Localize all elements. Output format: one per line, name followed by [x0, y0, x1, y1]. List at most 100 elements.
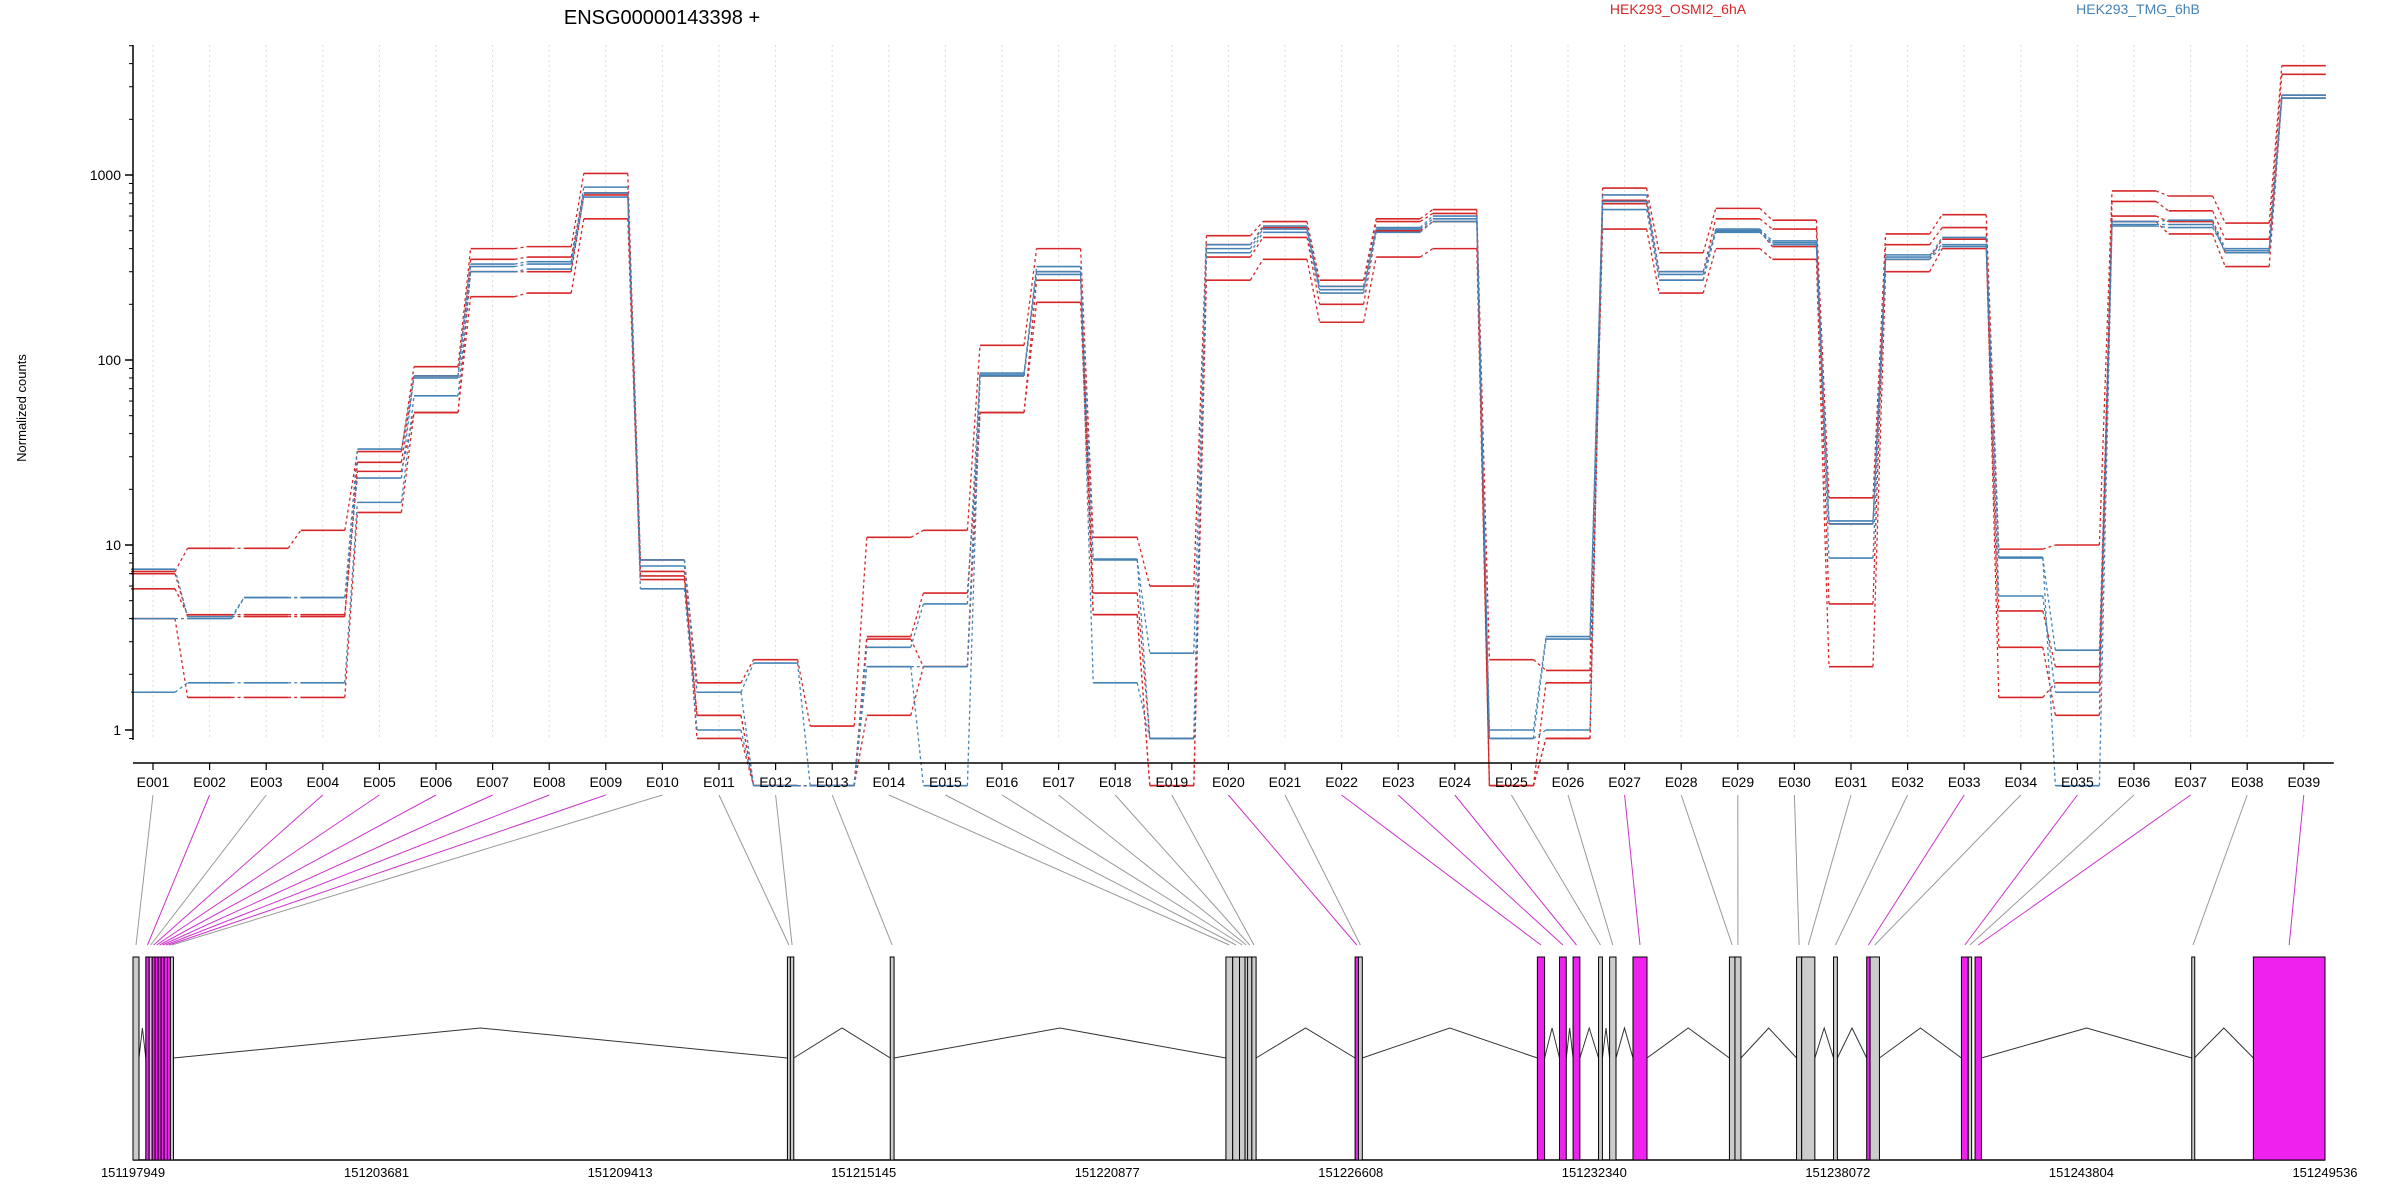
connector-E017 [1058, 794, 1247, 946]
series-0-link-E030 [1815, 220, 1830, 498]
series-4-link-E012 [796, 663, 811, 786]
series-5-link-E025 [1533, 729, 1547, 740]
series-4-link-E018 [1136, 559, 1151, 654]
series-1-link-E018 [1136, 592, 1151, 739]
connector-E019 [1171, 794, 1255, 946]
series-3-link-E033 [1985, 239, 2000, 698]
series-2-link-E010 [683, 579, 698, 716]
series-6-link-E009 [627, 192, 642, 567]
series-2-link-E020 [1249, 259, 1264, 281]
series-5-link-E037 [2212, 227, 2226, 251]
series-5-link-E036 [2155, 225, 2169, 229]
series-4-link-E006 [457, 264, 472, 378]
series-3-link-E026 [1589, 203, 1604, 739]
series-6-link-E028 [1702, 230, 1717, 275]
connector-E025 [1510, 794, 1601, 946]
series-5-link-E038 [2268, 98, 2283, 251]
intron-E013-E014 [893, 1027, 1227, 1059]
series-3-link-E014 [910, 638, 924, 667]
series-2-link-E005 [400, 412, 415, 513]
series-4-link-E027 [1645, 194, 1660, 272]
series-4-link-E004 [344, 449, 359, 598]
x-tick-label-E001: E001 [137, 774, 170, 790]
series-0-link-E005 [400, 366, 415, 452]
series-3-link-E032 [1929, 238, 1943, 260]
coordinate-tick-label-3: 151215145 [831, 1165, 896, 1180]
series-5-link-E028 [1702, 232, 1717, 281]
exon-box-E031 [1801, 956, 1816, 1161]
series-2-link-E008 [570, 218, 585, 294]
series-5-link-E022 [1362, 232, 1377, 294]
exon-box-E016 [1239, 956, 1246, 1161]
series-2-link-E016 [1023, 302, 1038, 413]
coordinate-tick-label-9: 151249536 [2292, 1165, 2357, 1180]
intron-E027-E028 [1646, 1027, 1730, 1059]
series-6-link-E030 [1815, 242, 1830, 524]
coordinate-tick-label-2: 151209413 [588, 1165, 653, 1180]
series-6-link-E008 [570, 192, 585, 265]
series-5-link-E015 [966, 375, 981, 786]
legend-entry-tmg: HEK293_TMG_6hB [2076, 1, 2200, 17]
connector-E034 [1874, 794, 2022, 946]
connector-E037 [1977, 794, 2191, 946]
intron-E038-E039 [2193, 1027, 2254, 1059]
series-0-link-E038 [2268, 65, 2283, 224]
series-0-link-E004 [344, 451, 359, 531]
series-3-link-E010 [683, 575, 698, 716]
series-0-link-E012 [796, 659, 811, 727]
connector-E011 [718, 794, 790, 946]
series-0-link-E037 [2212, 195, 2226, 224]
series-6-link-E015 [966, 374, 981, 667]
series-0-link-E015 [966, 345, 981, 531]
series-4-link-E005 [400, 377, 415, 450]
exon-box-E023 [1558, 956, 1567, 1161]
x-tick-label-E026: E026 [1552, 774, 1585, 790]
coordinate-tick-label-5: 151226608 [1318, 1165, 1383, 1180]
series-2-link-E007 [514, 292, 528, 298]
intron-E034-E035 [1879, 1027, 1962, 1059]
x-tick-label-E005: E005 [363, 774, 396, 790]
series-5-link-E021 [1306, 232, 1321, 294]
series-5-link-E032 [1929, 246, 1943, 260]
exon-box-E029 [1734, 956, 1742, 1161]
x-tick-label-E010: E010 [646, 774, 679, 790]
series-3-link-E022 [1362, 230, 1377, 305]
x-tick-label-E024: E024 [1438, 774, 1471, 790]
series-1-link-E007 [514, 256, 528, 260]
intron-E026-E027 [1615, 1026, 1634, 1059]
coordinate-tick-label-4: 151220877 [1075, 1165, 1140, 1180]
series-1-link-E038 [2268, 74, 2283, 240]
intron-E010-E011 [173, 1027, 788, 1059]
exon-box-E034 [1869, 956, 1880, 1161]
connector-E005 [156, 794, 380, 946]
x-tick-label-E016: E016 [986, 774, 1019, 790]
series-5-link-E007 [514, 268, 528, 273]
exon-box-E002 [145, 956, 150, 1161]
x-tick-label-E014: E014 [872, 774, 905, 790]
series-5-link-E017 [1079, 274, 1094, 683]
x-tick-label-E029: E029 [1721, 774, 1754, 790]
series-1-link-E027 [1645, 200, 1660, 272]
series-0-link-E016 [1023, 248, 1038, 346]
intron-E001-E002 [138, 1027, 147, 1059]
series-4-link-E029 [1759, 228, 1773, 242]
series-1-link-E016 [1023, 280, 1038, 413]
exon-box-E014 [1225, 956, 1234, 1161]
series-3-link-E005 [400, 412, 415, 472]
series-4-link-E014 [910, 603, 925, 648]
series-5-link-E008 [570, 196, 585, 270]
chart-title: ENSG00000143398 + [564, 7, 760, 29]
series-2-link-E031 [1872, 271, 1887, 667]
x-tick-label-E008: E008 [533, 774, 566, 790]
x-tick-label-E006: E006 [420, 774, 453, 790]
series-0-link-E001 [174, 547, 189, 572]
connector-E013 [831, 794, 893, 946]
series-2-link-E001 [174, 618, 189, 698]
exon-box-E027 [1632, 956, 1648, 1161]
connector-E020 [1228, 794, 1358, 946]
series-6-link-E010 [683, 565, 698, 693]
series-4-link-E021 [1306, 225, 1321, 287]
x-tick-label-E032: E032 [1891, 774, 1924, 790]
series-0-link-E021 [1306, 221, 1321, 281]
